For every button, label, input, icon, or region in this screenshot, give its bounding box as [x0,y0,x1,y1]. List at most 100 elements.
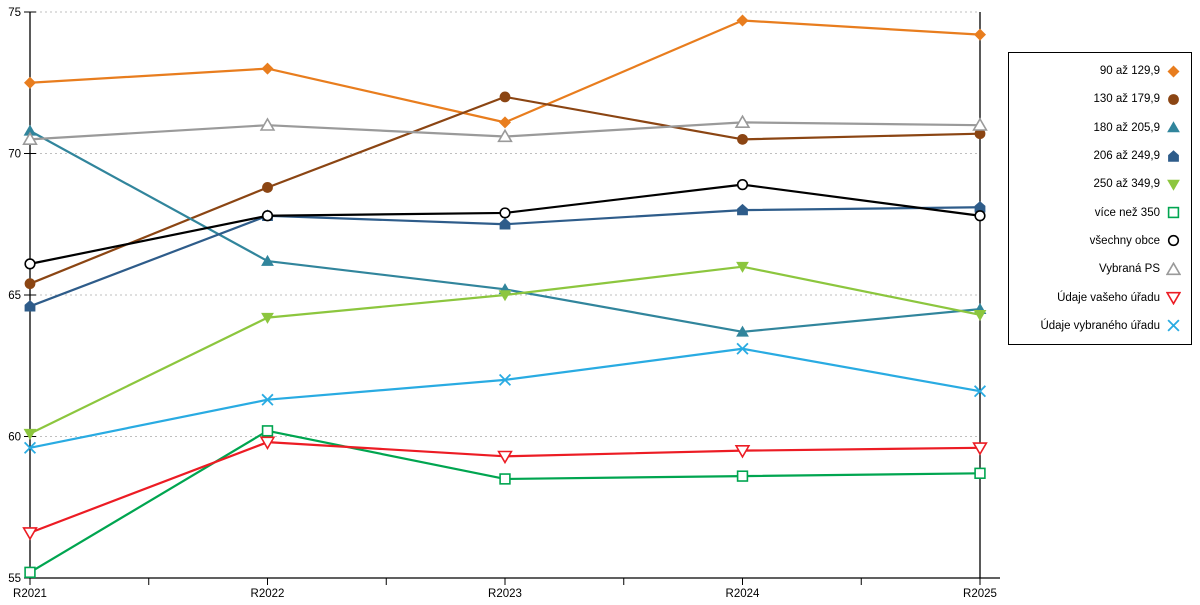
circle-marker-icon [1167,235,1180,247]
data-point-marker [736,342,749,355]
legend-item-3: 206 až 249,9 [1015,142,1181,170]
legend-marker-glyph [1166,291,1181,306]
data-point-marker [262,182,273,193]
legend-item-1: 130 až 179,9 [1015,85,1181,113]
data-point-marker [499,473,511,485]
legend-marker-glyph [1167,206,1180,219]
series-line-0 [28,19,982,124]
x-axis-tick-label: R2025 [963,588,997,600]
data-point-marker [23,441,37,454]
legend-item-0: 90 až 129,9 [1015,57,1181,85]
legend-item-6: všechny obce [1015,227,1181,255]
x-axis-tick-label: R2023 [488,588,522,600]
legend-item-7: Vybraná PS [1015,255,1181,283]
data-point-marker [499,116,511,129]
data-point-marker [974,128,986,140]
series-markers-5 [24,425,986,579]
series-line-2 [28,129,982,333]
data-point-marker [22,131,38,145]
series-markers-1 [24,91,986,290]
legend-label: více než 350 [1094,206,1160,219]
y-axis-tick-label: 70 [8,149,21,161]
series-markers-8 [22,436,988,541]
series-markers-7 [22,114,988,145]
legend-label: Údaje vybraného úřadu [1040,319,1160,332]
data-point-marker [261,425,274,437]
triangle-up-marker-icon [1167,121,1180,133]
data-point-marker [736,325,749,337]
data-point-marker [23,124,37,136]
series-markers-2 [23,124,987,337]
data-point-marker [24,258,36,270]
data-point-marker [973,310,987,322]
axes: 55 60 65 70 75 R2021 R2022 R2023 R2024 R2025 [8,7,1000,600]
y-axis-tick-label: 55 [8,573,21,585]
data-point-marker [498,290,512,302]
data-point-marker [737,133,748,145]
data-point-marker [24,566,36,579]
y-axis-tick-label: 65 [8,290,21,302]
x-axis-tick-label: R2022 [251,588,285,600]
data-point-marker [23,428,37,440]
data-point-marker [499,207,511,219]
data-point-marker [734,114,751,128]
legend-label: Vybraná PS [1099,263,1160,276]
data-point-marker [499,91,511,103]
data-point-marker [259,436,276,450]
data-point-marker [261,210,274,222]
legend-label: 180 až 205,9 [1093,121,1160,134]
legend-label: 90 až 129,9 [1099,65,1160,78]
data-point-marker [974,467,986,479]
data-point-marker [737,203,748,216]
legend-label: 206 až 249,9 [1093,150,1160,163]
data-point-marker [973,385,987,398]
data-point-marker [974,28,986,41]
data-point-marker [736,179,749,191]
legend-label: Údaje vašeho úřadu [1057,291,1160,304]
legend-marker-glyph [1167,65,1180,78]
data-point-marker [24,300,36,312]
legend-item-9: Údaje vybraného úřadu [1015,312,1181,340]
data-point-marker [734,445,751,459]
data-point-marker [497,128,513,143]
data-point-marker [24,76,36,89]
legend-marker-glyph [1168,94,1179,105]
data-point-marker [974,210,986,222]
data-point-marker [498,373,512,386]
data-point-marker [261,254,274,266]
data-point-marker [974,201,986,213]
x-axis-tick-label: R2021 [13,588,47,600]
series-markers-4 [23,261,987,440]
legend-marker-glyph [1167,319,1180,332]
series-markers-6 [24,179,986,270]
legend-label: 130 až 179,9 [1093,93,1160,106]
legend-label: 250 až 349,9 [1093,178,1160,191]
data-point-marker [261,312,274,324]
data-point-marker [259,117,276,131]
legend-box: 90 až 129,9 130 až 179,9 180 až 205,9 206 a… [1008,52,1192,345]
data-point-marker [497,450,513,465]
series-group [22,14,988,579]
data-point-marker [736,261,749,273]
legend-item-4: 250 až 349,9 [1015,170,1181,198]
y-axis-tick-label: 60 [8,432,21,444]
x-axis-tick-label: R2024 [726,588,760,600]
legend-item-2: 180 až 205,9 [1015,114,1181,142]
data-point-marker [261,62,274,75]
data-point-marker [499,218,511,230]
data-point-marker [22,527,38,541]
legend-label: všechny obce [1089,234,1160,247]
x-marker-icon [1167,319,1180,332]
series-markers-0 [24,14,986,129]
triangle-up-marker-icon [1166,261,1181,275]
data-point-marker [24,278,36,290]
y-axis-tick-label: 75 [8,7,21,19]
legend-item-8: Údaje vašeho úřadu [1015,284,1181,312]
data-point-marker [736,470,749,482]
legend-marker-glyph [1167,121,1180,133]
legend-marker-glyph [1166,261,1181,275]
square-marker-icon [1167,206,1180,219]
legend-item-5: více než 350 [1015,199,1181,227]
